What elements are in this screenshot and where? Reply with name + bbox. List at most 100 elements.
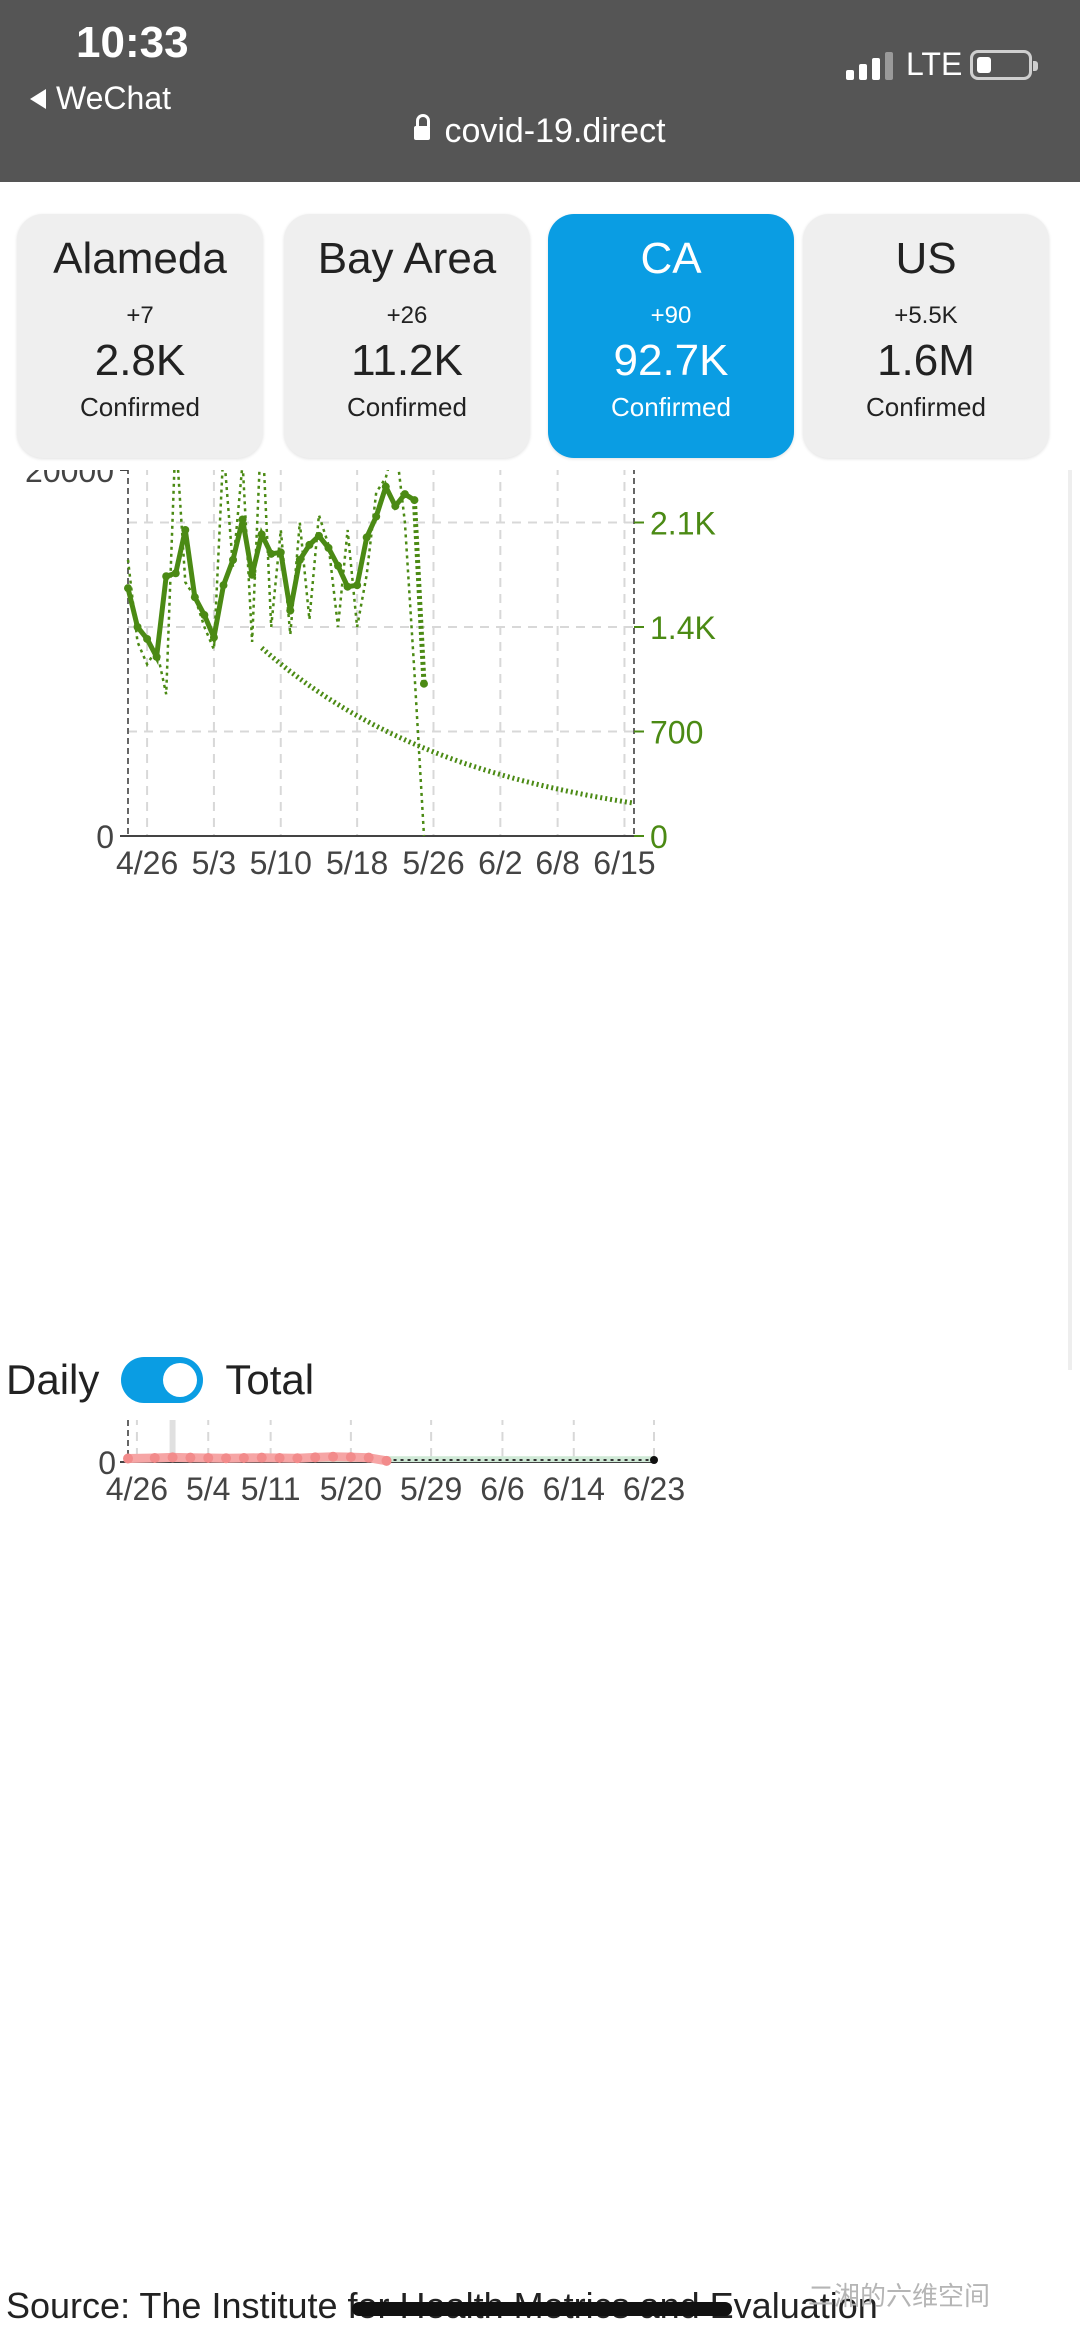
new-3d-avg-point <box>419 679 428 688</box>
watermark: 二湘的六维空间 <box>808 2281 991 2311</box>
y-right-tick-label: 2.1K <box>650 506 716 542</box>
y-right-tick-label: 1.4K <box>650 610 716 646</box>
series-new-daily <box>126 470 426 837</box>
x-tick-label: 5/4 <box>186 1471 230 1507</box>
card-delta: +26 <box>386 302 428 329</box>
new-3d-avg-point <box>381 482 390 491</box>
daily-death-point <box>345 1452 356 1463</box>
card-alameda[interactable]: Alameda +7 2.8K Confirmed <box>17 214 263 458</box>
card-name: Bay Area <box>317 234 497 283</box>
new-3d-avg-point <box>209 633 218 642</box>
daily-total-toggle-row: Daily Total <box>6 1352 314 1408</box>
daily-death-point <box>328 1451 339 1462</box>
home-indicator <box>352 2302 732 2316</box>
new-3d-avg-point <box>190 593 199 602</box>
x-tick-label: 6/23 <box>623 1471 685 1507</box>
x-tick-label: 5/20 <box>320 1471 382 1507</box>
clock: 10:33 <box>76 18 189 67</box>
y-left-tick-label: 20000 <box>25 470 114 489</box>
series-new-3d-avg <box>125 480 416 666</box>
new-3d-avg-point <box>257 530 266 539</box>
daily-death-point <box>238 1452 249 1463</box>
card-label: Confirmed <box>80 392 200 422</box>
new-3d-avg-point <box>343 582 352 591</box>
card-value: 2.8K <box>94 336 186 385</box>
daily-death-point <box>185 1452 196 1463</box>
x-tick-label: 5/3 <box>192 845 236 881</box>
x-tick-label: 4/26 <box>106 1471 168 1507</box>
scroll-edge <box>1068 470 1072 1370</box>
new-3d-avg-point <box>124 584 132 593</box>
new-3d-avg-point <box>286 606 295 615</box>
x-tick-label: 6/6 <box>480 1471 524 1507</box>
daily-death-point <box>167 1452 178 1463</box>
new-3d-avg-point <box>372 512 381 521</box>
daily-death-point <box>123 1453 133 1464</box>
death-projection-chart[interactable]: Actual DeathProjection4/265/45/115/205/2… <box>0 1420 1080 2270</box>
card-value: 1.6M <box>877 336 975 385</box>
projection-daily-end-point <box>650 1456 658 1464</box>
card-us[interactable]: US +5.5K 1.6M Confirmed <box>803 214 1049 458</box>
series-new-3d-avg-tail <box>411 499 427 684</box>
y-tick-label: 0 <box>98 1445 116 1481</box>
daily-death-point <box>274 1452 285 1463</box>
x-tick-label: 5/10 <box>250 845 312 881</box>
daily-death-point <box>381 1455 392 1466</box>
daily-death-point <box>149 1452 160 1463</box>
card-name: US <box>895 234 957 283</box>
new-3d-avg-point <box>324 543 333 552</box>
card-name: CA <box>640 234 702 283</box>
new-3d-avg-point <box>133 623 142 631</box>
daily-death-point <box>363 1452 374 1463</box>
new-3d-avg-point <box>305 540 314 549</box>
signal-strength-icon <box>846 50 893 80</box>
y-right-tick-label: 700 <box>650 715 703 751</box>
new-3d-avg-point <box>171 569 180 578</box>
x-tick-label: 5/18 <box>326 845 388 881</box>
new-3d-avg-point <box>353 581 362 590</box>
x-tick-label: 6/2 <box>478 845 522 881</box>
daily-death-point <box>310 1452 321 1463</box>
daily-death-point <box>292 1453 303 1464</box>
card-name: Alameda <box>53 234 227 283</box>
daily-death-point <box>256 1452 267 1463</box>
address-bar[interactable]: covid-19.direct <box>0 112 1080 151</box>
new-3d-avg-point <box>152 652 161 661</box>
back-to-wechat-button[interactable]: WeChat <box>30 80 171 117</box>
network-type: LTE <box>906 46 963 82</box>
new-3d-avg-point <box>229 555 238 564</box>
card-delta: +5.5K <box>894 302 958 329</box>
card-value: 92.7K <box>613 336 729 385</box>
double-line-new <box>260 646 635 806</box>
y-right-tick-label: 0 <box>650 819 668 855</box>
new-3d-avg-point <box>276 548 285 557</box>
new-3d-avg-point <box>400 490 409 499</box>
card-bay-area[interactable]: Bay Area +26 11.2K Confirmed <box>284 214 530 458</box>
x-tick-label: 6/15 <box>593 845 655 881</box>
x-tick-label: 5/26 <box>402 845 464 881</box>
new-3d-avg-point <box>248 570 257 579</box>
new-3d-avg-point <box>162 572 171 581</box>
new-3d-avg-point <box>362 533 371 542</box>
lock-icon <box>414 114 431 141</box>
toggle-label-total: Total <box>225 1356 315 1403</box>
card-value: 11.2K <box>351 336 463 385</box>
card-label: Confirmed <box>347 392 467 422</box>
new-3d-avg-point <box>267 549 276 558</box>
back-label: WeChat <box>56 80 172 116</box>
daily-death-point <box>221 1453 232 1464</box>
daily-projection-band <box>226 1456 654 1462</box>
x-tick-label: 4/26 <box>116 845 178 881</box>
daily-total-switch[interactable] <box>121 1357 204 1403</box>
new-3d-avg-point <box>143 634 152 643</box>
new-3d-avg-point <box>295 555 304 564</box>
card-ca[interactable]: CA +90 92.7K Confirmed <box>548 214 794 458</box>
new-3d-avg-point <box>410 496 419 505</box>
back-arrow-icon <box>30 88 46 109</box>
new-3d-avg-point <box>181 525 190 534</box>
confirmed-cases-chart[interactable]: Total ConfirmedNew (3d-avg)28 Days to Do… <box>0 470 1080 1310</box>
new-3d-avg-point <box>219 581 228 590</box>
x-tick-label: 5/29 <box>400 1471 462 1507</box>
x-tick-label: 5/11 <box>241 1471 301 1507</box>
switch-knob <box>163 1363 198 1397</box>
